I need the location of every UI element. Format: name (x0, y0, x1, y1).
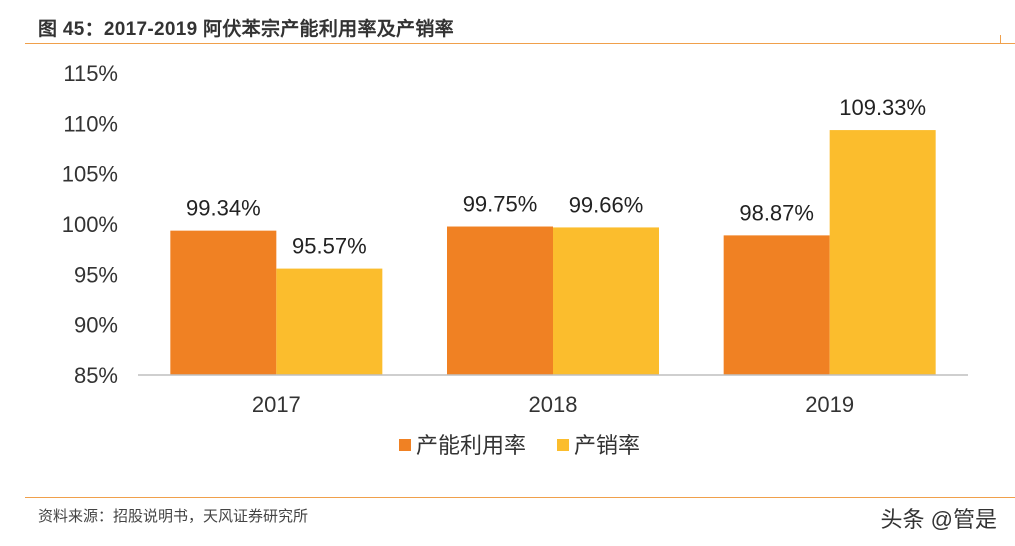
y-tick-label: 90% (74, 313, 118, 338)
bar-chart: 85%90%95%100%105%110%115% 99.34%95.57%99… (62, 61, 968, 458)
y-tick-label: 110% (63, 111, 118, 136)
x-tick-label: 2019 (805, 392, 854, 417)
footer-divider (25, 497, 1015, 498)
y-axis: 85% 90% 95% 100% 105% 110% 115% (62, 61, 118, 388)
chart-title: 图 45：2017-2019 阿伏苯宗产能利用率及产销率 (38, 19, 454, 40)
data-label: 109.33% (839, 95, 926, 120)
legend-swatch (399, 439, 411, 451)
y-tick-label: 95% (74, 262, 118, 287)
legend-label: 产能利用率 (416, 433, 526, 458)
bar-capacity-utilization-2017 (170, 230, 277, 375)
bar-capacity-utilization-2018 (447, 226, 553, 375)
title-divider (25, 43, 1015, 44)
x-axis: 2017 2018 2019 (138, 374, 968, 417)
y-tick-label: 85% (74, 363, 118, 388)
bar-sales-ratio-2019 (829, 130, 936, 375)
bar-sales-ratio-2018 (553, 227, 659, 375)
y-tick-label: 100% (62, 212, 118, 237)
data-label: 98.87% (739, 200, 814, 225)
x-tick-label: 2017 (252, 392, 301, 417)
data-label: 95.57% (292, 234, 367, 259)
y-tick-label: 105% (62, 162, 118, 187)
legend-label: 产销率 (574, 433, 640, 458)
source-note: 资料来源：招股说明书，天风证券研究所 (38, 508, 309, 525)
legend-swatch (557, 439, 569, 451)
data-label: 99.75% (463, 192, 538, 217)
bars: 99.34% 95.57% 99.75% 99.66% 98.87% 109.33% (170, 95, 936, 375)
y-tick-label: 115% (63, 61, 118, 86)
x-tick-label: 2018 (529, 392, 578, 417)
bar-capacity-utilization-2019 (723, 235, 830, 375)
title-divider-tick (1000, 35, 1001, 44)
data-label: 99.66% (569, 192, 644, 217)
data-label: 99.34% (186, 196, 261, 221)
watermark: 头条 @管是 (880, 507, 997, 532)
bar-sales-ratio-2017 (276, 268, 383, 375)
legend: 产能利用率 产销率 (399, 433, 640, 458)
